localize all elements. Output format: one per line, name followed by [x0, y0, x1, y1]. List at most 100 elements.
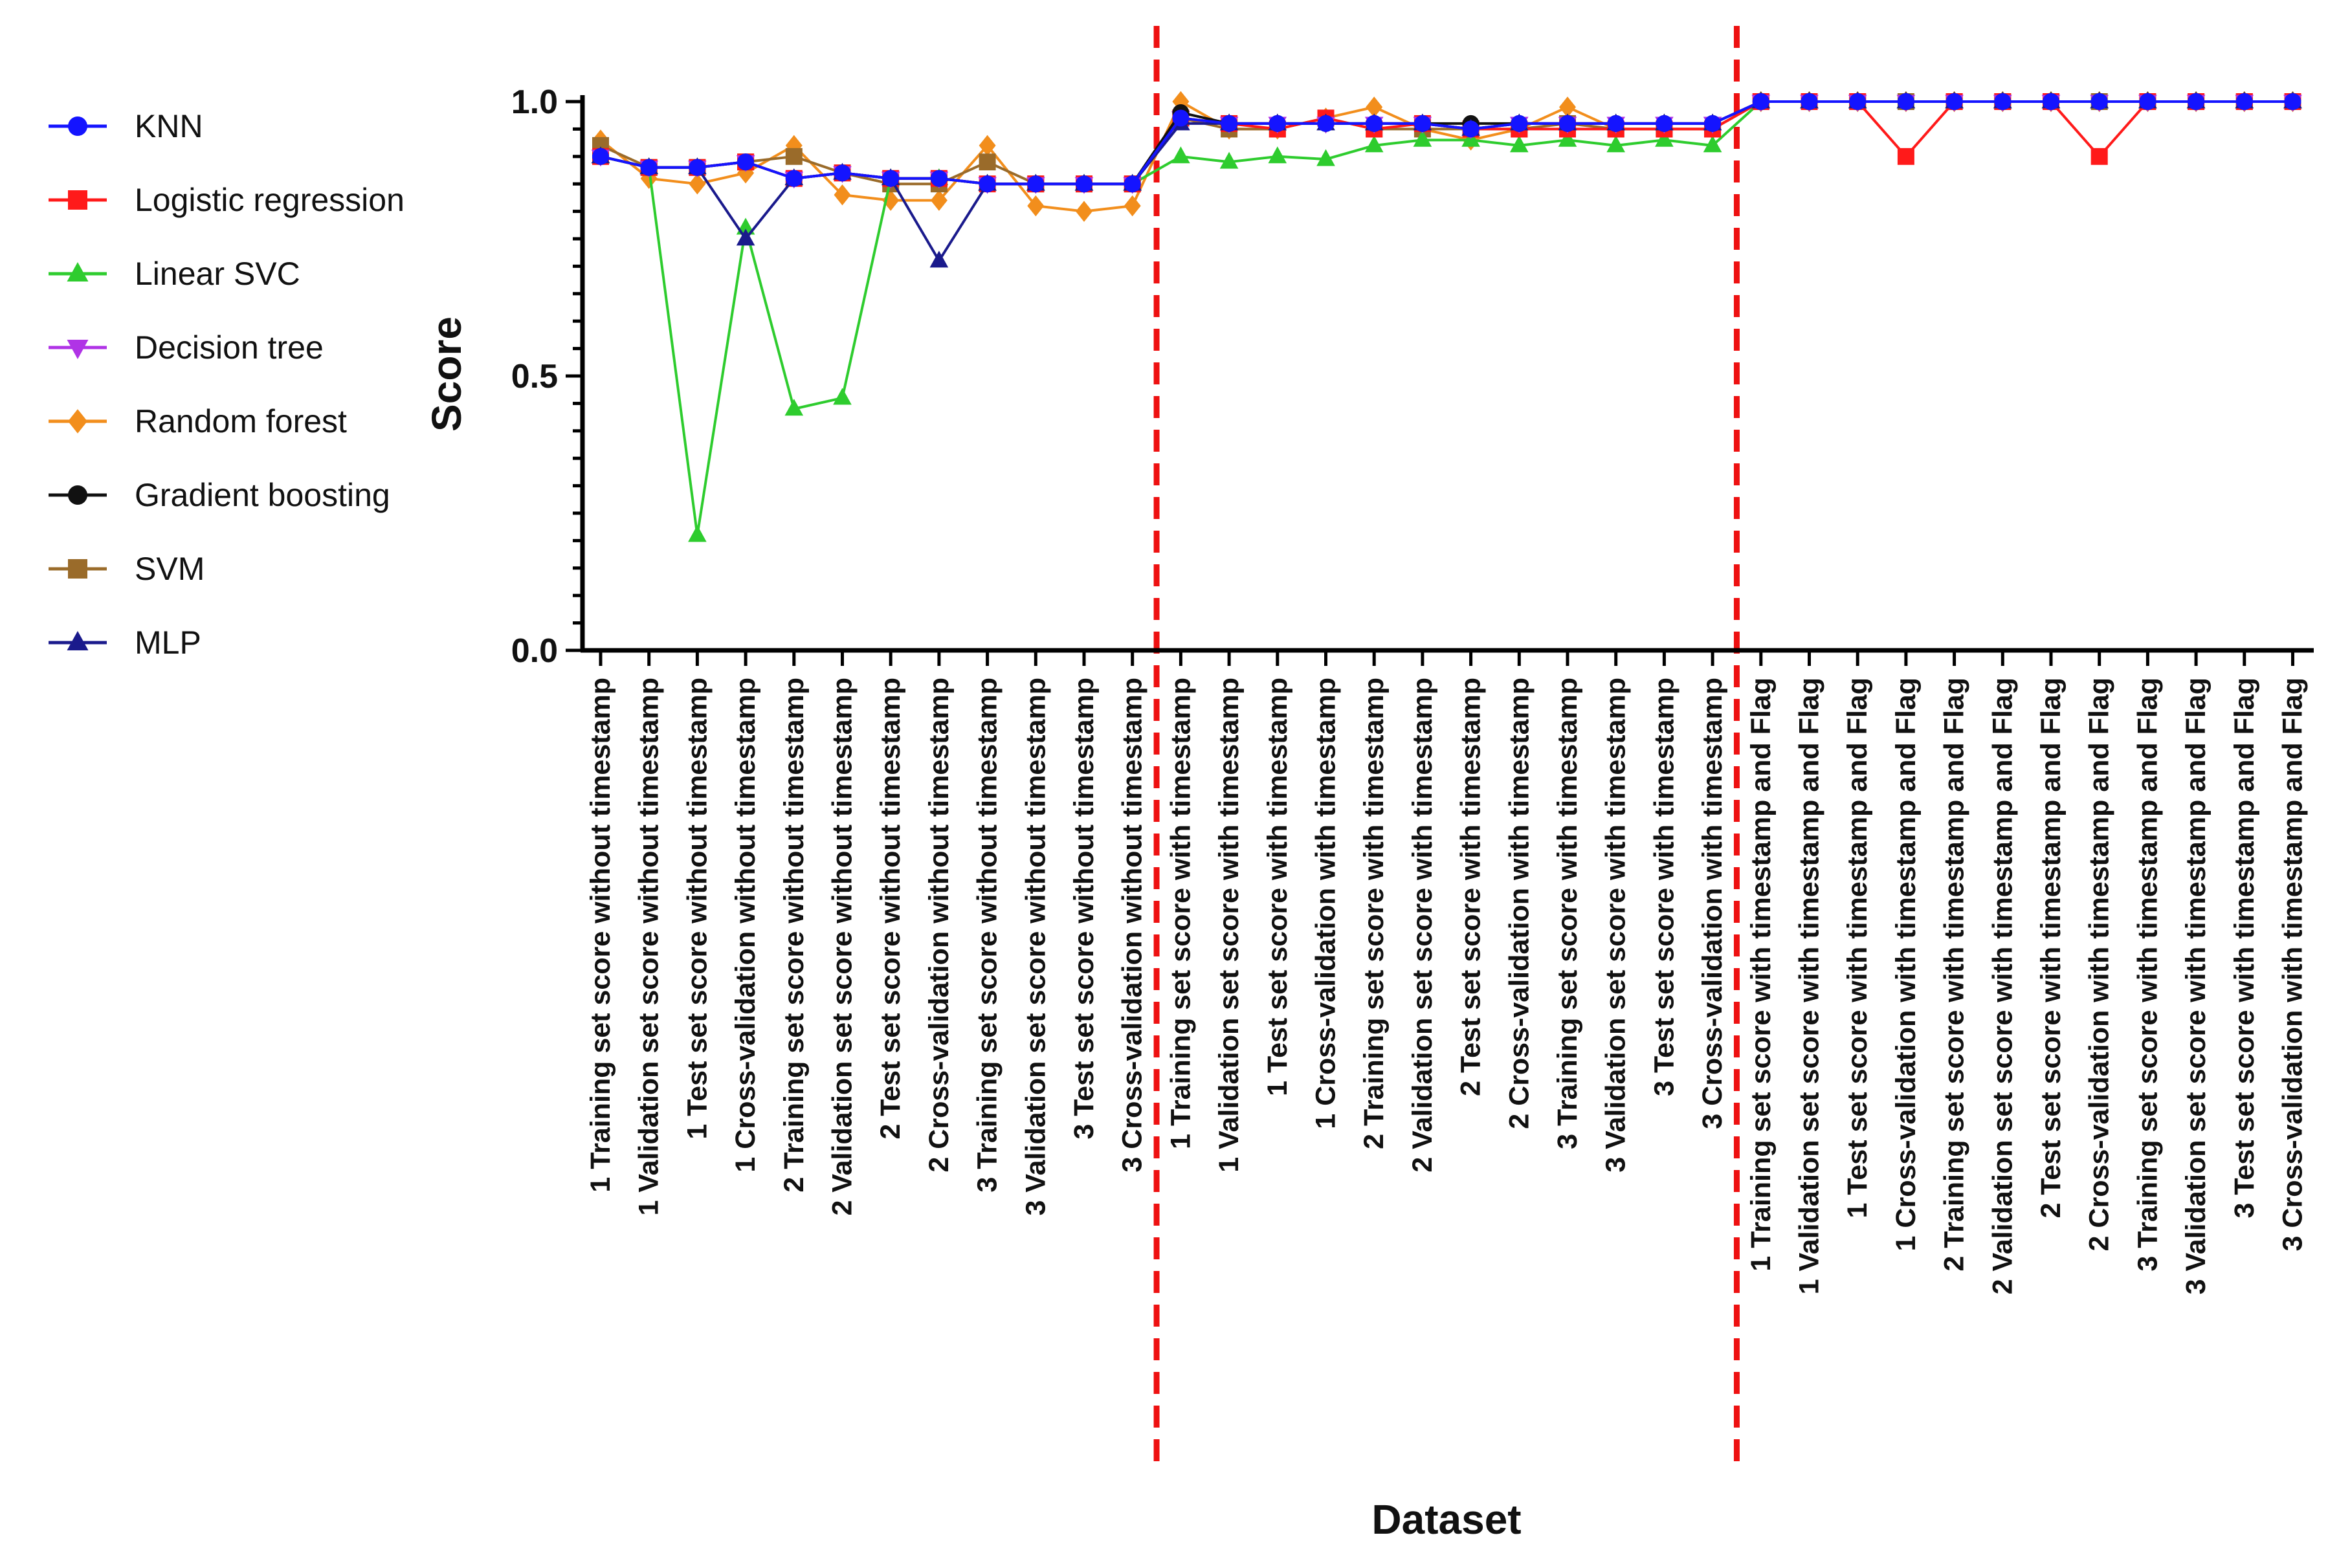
data-point-knn: [2188, 93, 2205, 110]
x-tick-label: 2 Test set score with timestamp and Flag: [2035, 678, 2067, 1219]
x-tick-label: 1 Cross-validation with timestamp: [1311, 678, 1342, 1129]
series-line-decision-tree: [600, 100, 2293, 186]
series-knn: [592, 93, 2301, 193]
data-point-random-forest: [1027, 195, 1045, 217]
series-layer: [591, 91, 2302, 542]
x-tick-label: 2 Cross-validation without timestamp: [924, 678, 955, 1173]
x-tick-label: 1 Cross-validation without timestamp: [730, 678, 761, 1173]
data-point-random-forest: [979, 135, 996, 157]
legend-label: SVM: [135, 551, 205, 587]
data-point-linear-svc: [1558, 129, 1577, 147]
x-tick-label: 2 Validation set score without timestamp: [827, 678, 858, 1216]
data-point-mlp: [929, 250, 949, 268]
data-point-knn: [1027, 175, 1045, 193]
data-point-knn: [1366, 115, 1383, 132]
x-tick-label: 1 Training set score with timestamp: [1165, 678, 1196, 1149]
legend-marker: [68, 116, 87, 136]
y-axis-title: Score: [423, 316, 470, 432]
data-point-logistic-regression: [2090, 148, 2108, 165]
data-point-knn: [785, 170, 803, 187]
data-point-linear-svc: [1268, 146, 1287, 164]
data-point-knn: [2139, 93, 2156, 110]
x-tick-label: 1 Test set score with timestamp and Flag: [1842, 678, 1873, 1219]
x-tick-label: 1 Cross-validation with timestamp and Fl…: [1890, 678, 1922, 1251]
x-tick-label: 1 Test set score with timestamp: [1262, 678, 1293, 1096]
x-tick-label: 2 Validation set score with timestamp an…: [1987, 678, 2018, 1294]
x-tick-label: 3 Training set score with timestamp and …: [2132, 678, 2163, 1272]
x-tick-label: 3 Training set score with timestamp: [1552, 678, 1583, 1149]
data-point-logistic-regression: [1897, 148, 1914, 165]
data-point-knn: [1656, 115, 1673, 132]
data-point-svm: [785, 148, 803, 165]
data-point-knn: [1221, 115, 1238, 132]
legend-marker: [67, 340, 89, 359]
data-point-knn: [882, 170, 900, 187]
x-tick-label: 1 Validation set score without timestamp: [634, 678, 665, 1216]
data-point-random-forest: [1366, 96, 1383, 118]
x-tick-label: 2 Test set score without timestamp: [875, 678, 906, 1140]
data-point-knn: [1511, 115, 1528, 132]
legend-item-logistic-regression: Logistic regression: [49, 182, 405, 218]
x-tick-label: 1 Test set score without timestamp: [682, 678, 713, 1140]
data-point-knn: [1462, 120, 1480, 138]
x-tick-label: 3 Validation set score with timestamp an…: [2180, 678, 2211, 1294]
x-tick-label: 3 Validation set score with timestamp: [1601, 678, 1632, 1173]
series-line-logistic-regression: [600, 100, 2293, 186]
legend-item-gradient-boosting: Gradient boosting: [49, 477, 390, 513]
x-tick-label: 2 Training set score without timestamp: [779, 678, 810, 1193]
axes: 0.0 0.5 1.0: [511, 83, 2314, 670]
legend-item-random-forest: Random forest: [49, 403, 347, 439]
y-tick-label: 0.0: [511, 632, 558, 670]
separator-lines: [1153, 26, 1740, 1469]
x-axis-title: Dataset: [1371, 1496, 1521, 1543]
legend-item-mlp: MLP: [49, 624, 201, 661]
data-point-random-forest: [1559, 96, 1576, 118]
x-tick-label: 3 Cross-validation with timestamp: [1697, 678, 1728, 1129]
x-tick-label: 3 Test set score without timestamp: [1069, 678, 1100, 1140]
legend-marker: [68, 409, 87, 434]
data-point-linear-svc: [1510, 135, 1529, 153]
data-point-knn: [1849, 93, 1867, 110]
data-point-linear-svc: [1703, 135, 1722, 153]
data-point-mlp: [736, 228, 755, 246]
data-point-knn: [2235, 93, 2253, 110]
data-point-knn: [2043, 93, 2059, 110]
data-point-knn: [1317, 115, 1335, 132]
data-point-linear-svc: [1606, 135, 1625, 153]
series-line-svm: [600, 100, 2293, 186]
x-tick-label: 3 Test set score with timestamp and Flag: [2229, 678, 2260, 1219]
data-point-knn: [1413, 115, 1431, 132]
legend-label: MLP: [135, 624, 201, 661]
series-random-forest: [592, 91, 2301, 222]
data-point-linear-svc: [1413, 129, 1432, 147]
data-point-knn: [834, 164, 851, 182]
data-point-knn: [1752, 93, 1769, 110]
x-tick-label: 2 Cross-validation with timestamp: [1503, 678, 1535, 1129]
data-point-knn: [1945, 93, 1963, 110]
data-point-linear-svc: [1219, 151, 1239, 169]
x-tick-label: 3 Cross-validation without timestamp: [1117, 678, 1148, 1173]
series-line-knn: [600, 100, 2293, 186]
data-point-knn: [1559, 115, 1576, 132]
legend: KNN Logistic regression Linear SVC Decision…: [49, 108, 405, 661]
x-tick-label: 2 Training set score with timestamp: [1358, 678, 1390, 1149]
data-point-knn: [592, 148, 609, 165]
data-point-linear-svc: [784, 399, 804, 416]
data-point-linear-svc: [688, 525, 707, 542]
data-point-svm: [979, 153, 996, 171]
x-tick-label: 2 Training set score with timestamp and …: [1939, 678, 1970, 1272]
legend-marker: [68, 190, 87, 210]
legend-marker: [68, 559, 87, 579]
data-point-knn: [930, 170, 948, 187]
y-tick-label: 0.5: [511, 358, 558, 395]
data-point-knn: [737, 153, 755, 171]
x-tick-label: 3 Training set score without timestamp: [972, 678, 1003, 1193]
x-tick-label: 1 Training set score without timestamp: [585, 678, 616, 1193]
legend-marker: [68, 485, 87, 505]
legend-item-svm: SVM: [49, 551, 205, 587]
data-point-random-forest: [737, 162, 755, 184]
data-point-random-forest: [689, 173, 706, 195]
x-tick-label: 3 Cross-validation with timestamp and Fl…: [2278, 678, 2309, 1251]
series-mlp: [591, 91, 2302, 268]
